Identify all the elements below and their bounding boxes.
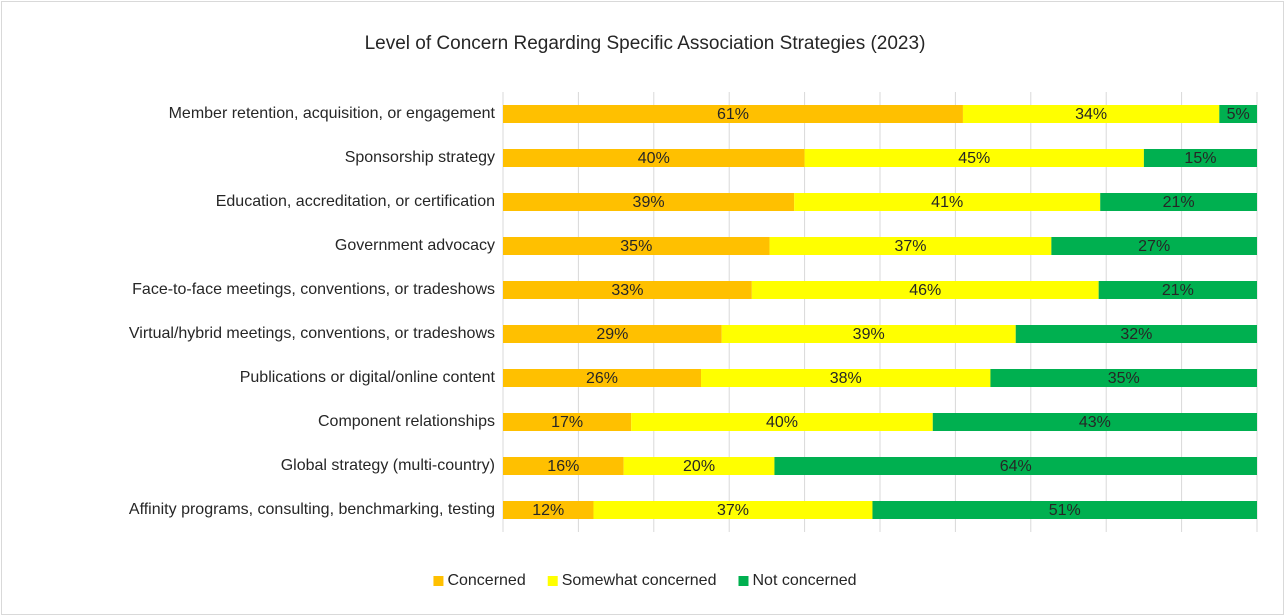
category-label: Publications or digital/online content [240,369,496,386]
category-label: Government advocacy [335,237,495,254]
data-label: 5% [1227,106,1250,123]
data-label: 40% [638,150,670,167]
bar-segment [721,325,1016,343]
category-label: Affinity programs, consulting, benchmark… [129,501,495,518]
category-label: Face-to-face meetings, conventions, or t… [132,281,495,298]
category-label: Global strategy (multi-country) [281,457,495,474]
bar-segment [1051,237,1257,255]
category-label: Component relationships [318,413,495,430]
bar-segment [872,501,1257,519]
bar-segment [503,149,805,167]
data-label: 34% [1075,106,1107,123]
data-label: 39% [853,326,885,343]
data-label: 37% [894,238,926,255]
bar-segment [503,281,752,299]
data-label: 32% [1120,326,1152,343]
bar-segment [503,237,770,255]
legend-swatch [738,576,749,586]
data-label: 21% [1162,282,1194,299]
bar-segment [631,413,933,431]
bar-segment [794,193,1101,211]
bar-segment [804,149,1144,167]
category-label: Education, accreditation, or certificati… [216,193,495,210]
bar-segment [623,457,775,475]
data-label: 33% [611,282,643,299]
data-label: 35% [1108,370,1140,387]
data-label: 38% [830,370,862,387]
data-label: 17% [551,414,583,431]
bar-segment [1015,325,1257,343]
bar-segment [1100,193,1257,211]
data-label: 64% [1000,458,1032,475]
data-label: 27% [1138,238,1170,255]
legend-swatch [547,576,558,586]
data-label: 61% [717,106,749,123]
data-label: 39% [633,194,665,211]
category-label: Member retention, acquisition, or engage… [169,105,496,122]
data-label: 29% [596,326,628,343]
bar-segment [503,193,795,211]
bar-segment [1219,105,1257,123]
data-label: 35% [620,238,652,255]
bar-segment [751,281,1099,299]
data-label: 16% [547,458,579,475]
data-label: 12% [532,502,564,519]
data-label: 46% [909,282,941,299]
data-label: 45% [958,150,990,167]
bar-segment [932,413,1257,431]
legend-swatch [433,576,444,586]
bar-segment [990,369,1257,387]
bar-segment [503,105,963,123]
data-label: 15% [1184,150,1216,167]
data-label: 51% [1049,502,1081,519]
bar-segment [503,457,624,475]
bar-segment [503,369,702,387]
bar-segment [1143,149,1257,167]
data-label: 26% [586,370,618,387]
category-label: Sponsorship strategy [345,149,495,166]
bar-segment [1098,281,1257,299]
bar-segment [593,501,873,519]
bar-segment [769,237,1052,255]
bar-segment [503,501,594,519]
category-label: Virtual/hybrid meetings, conventions, or… [129,325,495,342]
bar-segment [701,369,991,387]
bar-segment [503,413,632,431]
data-label: 41% [931,194,963,211]
bar-segment [774,457,1257,475]
legend-label: Not concerned [752,572,856,589]
data-label: 40% [766,414,798,431]
data-label: 20% [683,458,715,475]
chart-title: Level of Concern Regarding Specific Asso… [365,33,926,54]
data-label: 37% [717,502,749,519]
data-label: 21% [1163,194,1195,211]
data-label: 43% [1079,414,1111,431]
legend-label: Somewhat concerned [562,572,717,589]
bar-segment [962,105,1220,123]
legend-label: Concerned [447,572,525,589]
bar-segment [503,325,722,343]
